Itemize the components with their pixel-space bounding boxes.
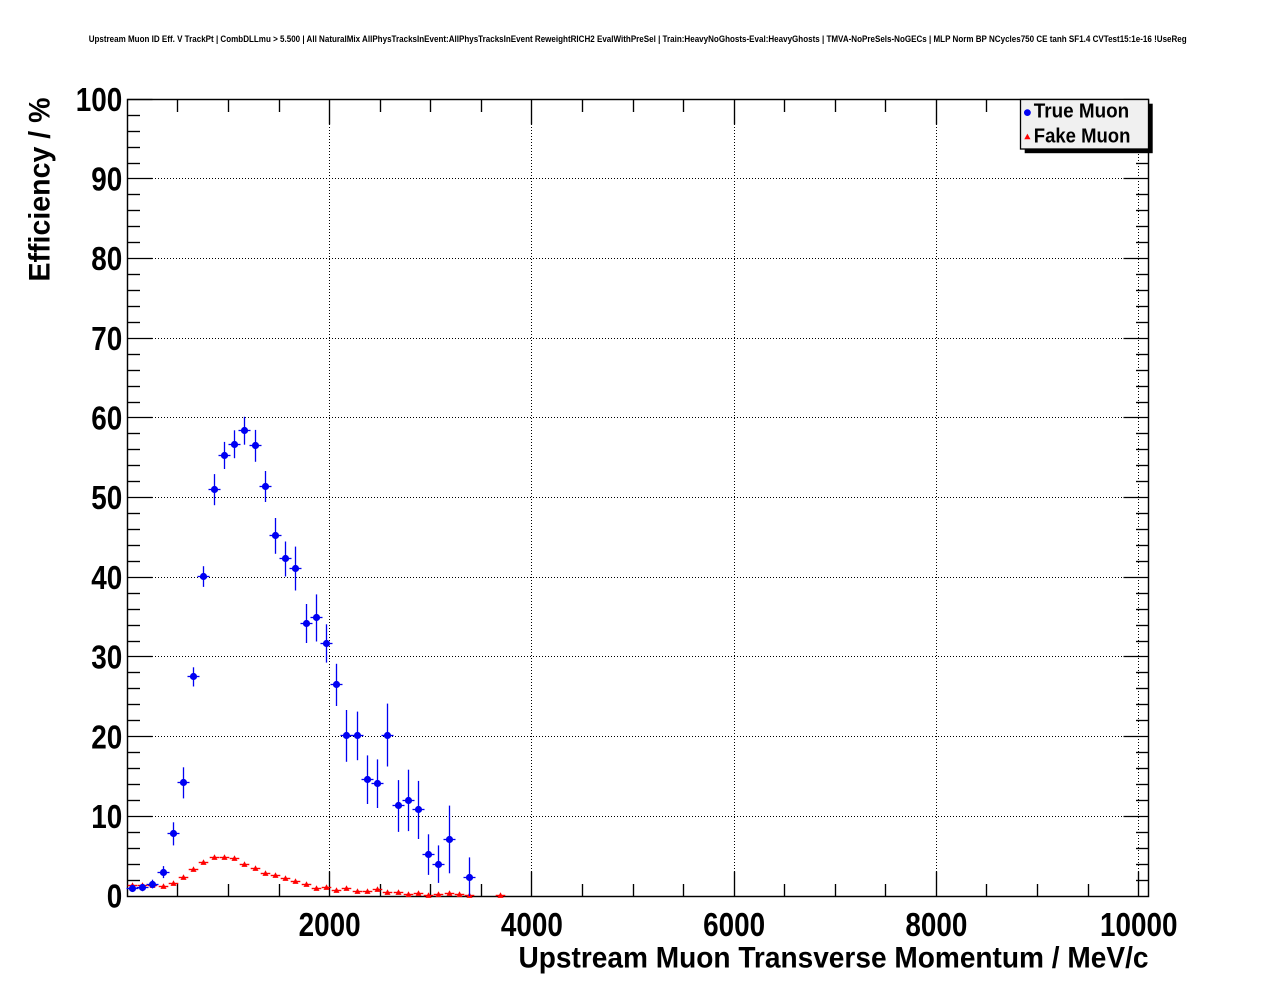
svg-text:Efficiency / %: Efficiency / % [23,98,56,282]
svg-text:Upstream Muon Transverse Momen: Upstream Muon Transverse Momentum / MeV/… [519,942,1149,975]
svg-text:0: 0 [107,878,123,915]
svg-text:60: 60 [91,400,122,437]
svg-text:10: 10 [91,798,122,835]
svg-text:70: 70 [91,320,122,357]
svg-text:True Muon: True Muon [1034,101,1129,123]
svg-text:90: 90 [91,161,122,198]
svg-text:20: 20 [91,718,122,755]
svg-text:30: 30 [91,639,122,676]
svg-text:Upstream Muon ID Eff. V TrackP: Upstream Muon ID Eff. V TrackPt | CombDL… [89,34,1187,45]
svg-text:100: 100 [76,81,123,118]
svg-text:Fake Muon: Fake Muon [1034,126,1131,148]
svg-text:10000: 10000 [1100,906,1178,943]
svg-text:6000: 6000 [703,906,765,943]
svg-text:80: 80 [91,240,122,277]
svg-text:40: 40 [91,559,122,596]
svg-text:50: 50 [91,479,122,516]
svg-text:8000: 8000 [905,906,967,943]
svg-text:4000: 4000 [501,906,563,943]
svg-text:2000: 2000 [299,906,361,943]
